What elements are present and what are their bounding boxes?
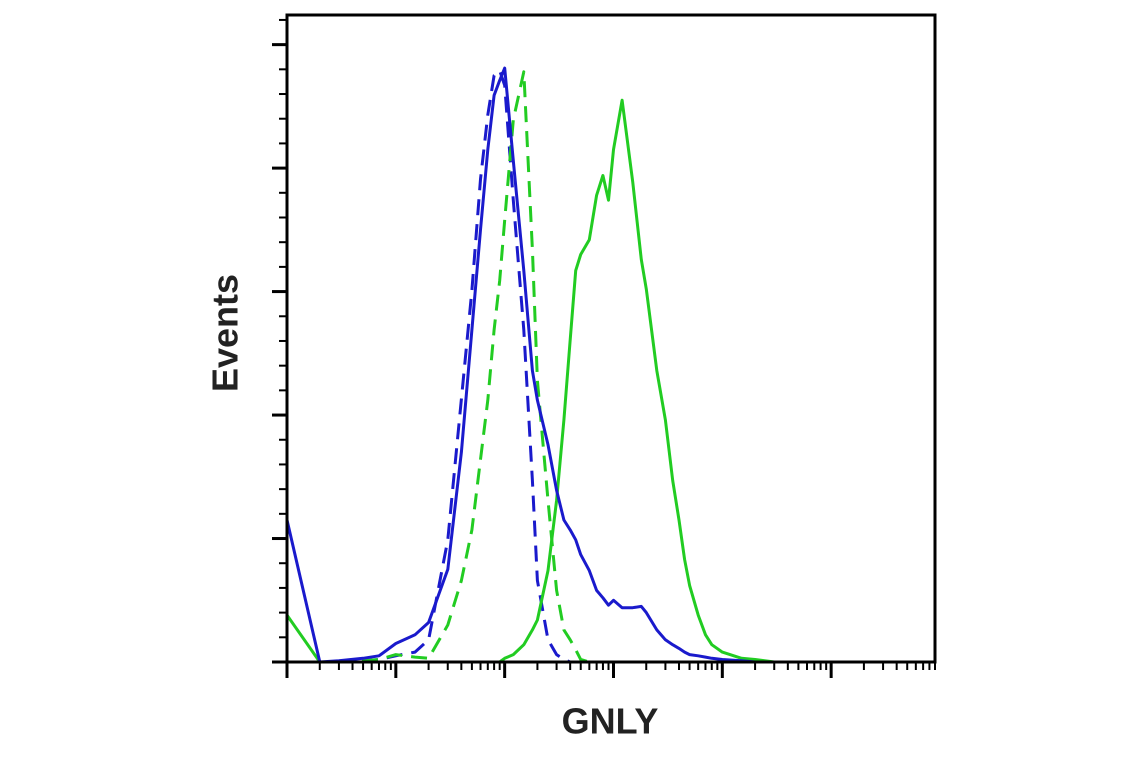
plot-frame xyxy=(285,13,937,664)
histogram-line xyxy=(285,66,935,664)
histogram-line xyxy=(287,70,935,664)
x-axis-title: GNLY xyxy=(562,701,659,742)
y-axis-title: Events xyxy=(205,274,246,392)
